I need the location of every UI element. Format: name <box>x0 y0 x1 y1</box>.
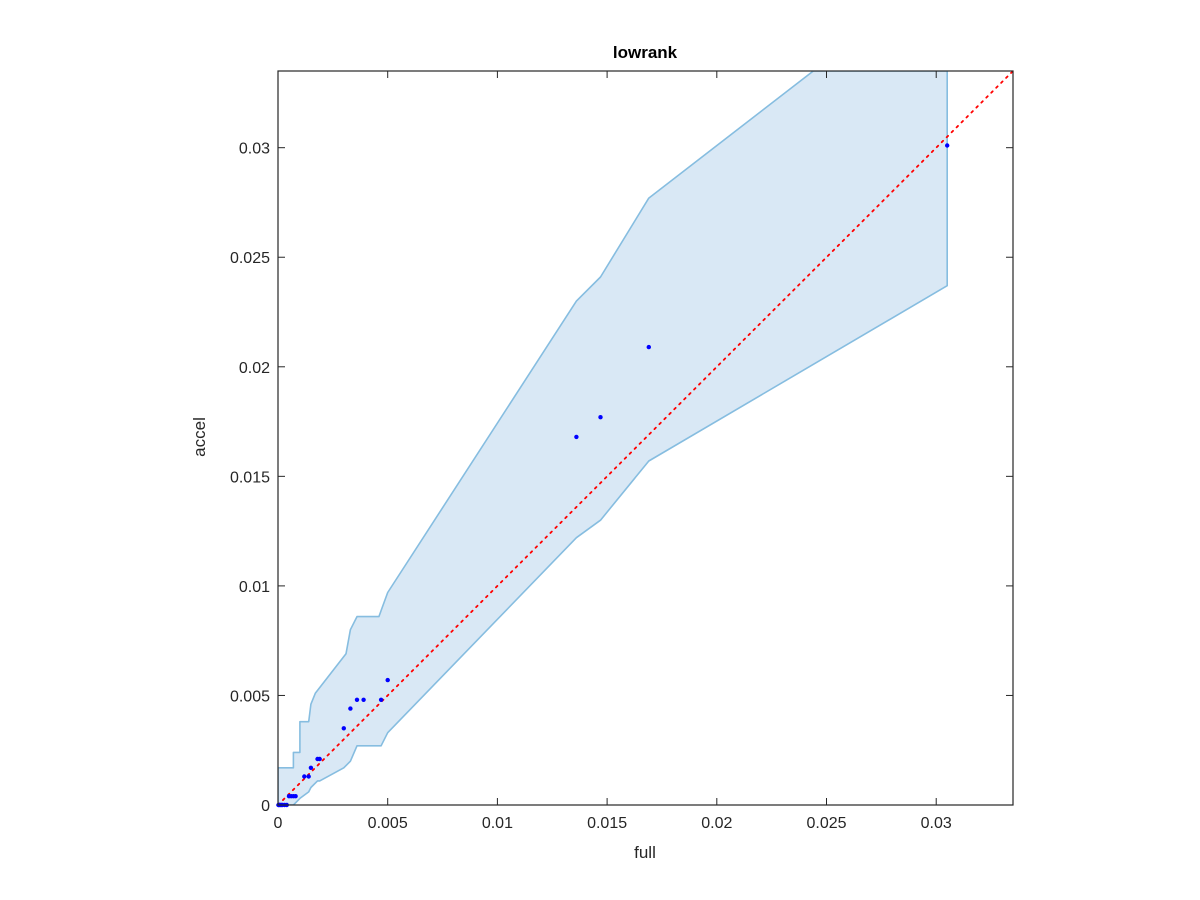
y-tick-label: 0.025 <box>230 250 270 267</box>
data-point <box>378 697 384 702</box>
data-point <box>317 756 322 762</box>
y-tick-label: 0.01 <box>239 579 270 596</box>
y-tick-label: 0.015 <box>230 469 270 486</box>
y-tick-label: 0.005 <box>230 688 270 705</box>
data-point <box>385 677 390 683</box>
confidence-band <box>278 71 948 805</box>
data-point <box>598 415 603 420</box>
x-tick-label: 0.005 <box>368 815 408 832</box>
y-tick-label: 0 <box>261 798 270 815</box>
data-point <box>348 706 353 711</box>
data-point <box>945 143 950 148</box>
plot-frame <box>277 70 1014 806</box>
data-point <box>293 794 298 799</box>
reference-line <box>278 71 1013 805</box>
data-point <box>361 697 366 702</box>
y-tick-label: 0.03 <box>239 141 270 158</box>
band-area <box>278 71 948 805</box>
chart-title: lowrank <box>613 43 678 62</box>
x-tick-label: 0.015 <box>587 815 627 832</box>
x-axis-label: full <box>634 843 656 862</box>
y-tick-label: 0.02 <box>239 360 270 377</box>
data-point <box>302 774 307 779</box>
x-tick-label: 0.025 <box>806 815 846 832</box>
x-tick-label: 0 <box>274 815 283 832</box>
data-point <box>306 774 311 779</box>
data-point <box>646 344 651 350</box>
x-tick-label: 0.01 <box>482 815 513 832</box>
data-point <box>341 726 346 731</box>
x-axis-ticks: 0 0.005 0.01 0.015 0.02 0.025 0.03 <box>274 71 952 832</box>
x-tick-label: 0.03 <box>921 815 952 832</box>
x-tick-label: 0.02 <box>701 815 732 832</box>
data-point <box>354 697 360 702</box>
data-point <box>574 434 579 440</box>
y-axis-ticks: 0 0.005 0.01 0.015 0.02 0.025 0.03 <box>230 141 1013 815</box>
identity-line <box>278 71 1013 805</box>
axes-box <box>277 70 1014 806</box>
y-axis-label: accel <box>190 417 209 457</box>
data-point <box>308 765 314 770</box>
